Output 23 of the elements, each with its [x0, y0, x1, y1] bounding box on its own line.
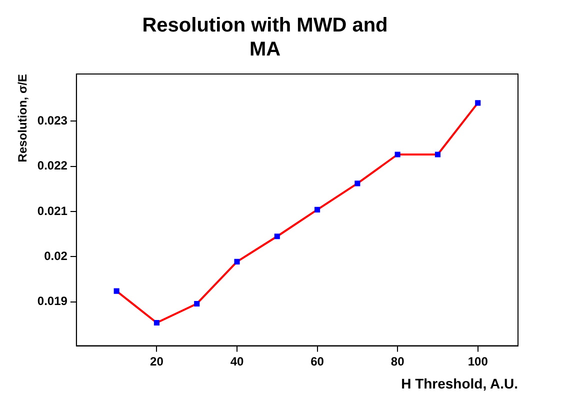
- point: [234, 258, 240, 264]
- point: [194, 300, 200, 307]
- point: [434, 152, 440, 158]
- point: [114, 288, 120, 294]
- point: [475, 100, 481, 106]
- x-tick-label: 100: [468, 354, 488, 368]
- x-tick-label: 60: [310, 354, 324, 368]
- y-tick-label: 0.021: [37, 204, 68, 218]
- point: [314, 206, 320, 212]
- x-tick-label: 80: [390, 354, 405, 368]
- x-tick-label: 40: [230, 354, 244, 368]
- y-tick-label: 0.019: [37, 294, 68, 308]
- x-axis-title: H Threshold, A.U.: [401, 375, 518, 392]
- y-axis-title: Resolution, σ/E: [16, 74, 30, 162]
- y-tick-label: 0.02: [44, 249, 68, 264]
- x-tick-label: 20: [150, 354, 164, 368]
- y-tick-label: 0.022: [37, 158, 68, 173]
- y-tick-label: 0.023: [37, 113, 68, 128]
- point: [354, 180, 360, 186]
- point: [154, 320, 160, 326]
- point: [394, 152, 400, 158]
- point: [274, 234, 280, 240]
- chart-title: Resolution with MWD and MA: [142, 14, 388, 61]
